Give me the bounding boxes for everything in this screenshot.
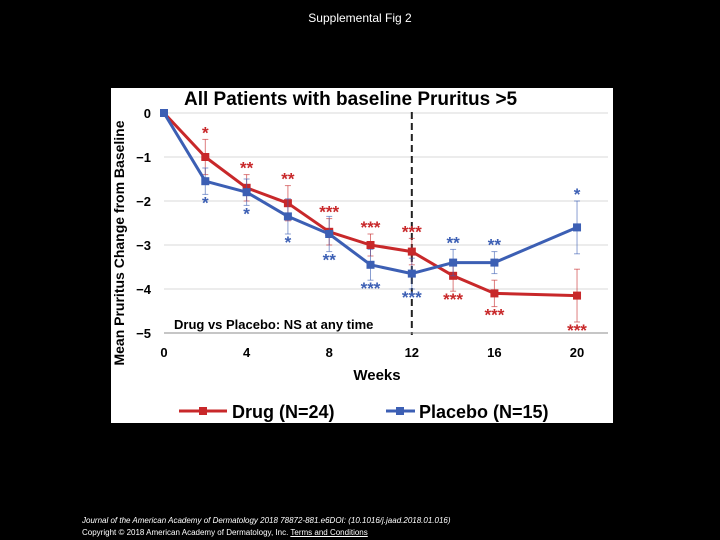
data-point (160, 109, 168, 117)
citation-text: Journal of the American Academy of Derma… (82, 516, 451, 525)
x-tick-label: 12 (405, 345, 419, 360)
y-tick-label: −5 (136, 326, 151, 341)
x-tick-label: 16 (487, 345, 501, 360)
data-point (366, 260, 375, 269)
series-placebo: ******** ***** *** (160, 109, 582, 307)
chart-title: All Patients with baseline Pruritus >5 (184, 89, 518, 110)
x-tick-label: 20 (570, 345, 584, 360)
data-point (449, 258, 458, 267)
legend-drug-label: Drug (N=24) (232, 402, 335, 422)
series-line (162, 111, 578, 298)
data-point (201, 153, 210, 161)
x-axis-label: Weeks (353, 367, 400, 384)
significance-label: *** (443, 290, 463, 309)
legend: Drug (N=24) Placebo (N=15) (179, 402, 549, 422)
significance-label: *** (402, 288, 422, 307)
slide-title: Supplemental Fig 2 (308, 11, 412, 25)
significance-label: ** (323, 251, 337, 270)
data-point (490, 258, 499, 267)
y-tick-label: −3 (136, 238, 151, 253)
data-point (325, 230, 334, 238)
significance-label: ** (240, 159, 254, 178)
legend-drug-marker (199, 407, 207, 415)
data-point (490, 289, 499, 298)
significance-label: *** (484, 306, 504, 325)
y-tick-label: −2 (136, 194, 151, 209)
copyright-text: Copyright © 2018 American Academy of Der… (82, 528, 289, 537)
series-drug: *********** ************ (160, 109, 587, 340)
significance-label: * (285, 233, 292, 252)
data-point (407, 269, 416, 278)
y-tick-label: −4 (136, 282, 152, 297)
x-tick-label: 4 (243, 345, 251, 360)
significance-label: ** (488, 236, 502, 255)
significance-label: * (202, 193, 209, 212)
y-tick-label: −1 (136, 150, 151, 165)
significance-label: *** (319, 203, 339, 222)
chart-panel: 0 −1 −2 −3 −4 −5 0 4 8 12 16 20 * ** ** *** *** *** *** **… (111, 88, 613, 423)
significance-label: *** (361, 279, 381, 298)
tick-labels: 0 −1 −2 −3 −4 −5 0 4 8 12 16 20 (136, 106, 584, 360)
significance-label: *** (361, 218, 381, 237)
significance-label: ** (446, 233, 460, 252)
data-point (573, 223, 582, 232)
series-line (162, 112, 578, 276)
pruritus-chart: 0−1−2−3−4−50 4 8 12 16 20 *********** ********… (111, 89, 608, 422)
copyright-line: Copyright © 2018 American Academy of Der… (82, 528, 368, 538)
x-tick-label: 0 (160, 345, 167, 360)
terms-link[interactable]: Terms and Conditions (290, 528, 368, 537)
grid-layer (164, 112, 608, 290)
legend-placebo-label: Placebo (N=15) (419, 402, 549, 422)
data-point (283, 212, 292, 221)
legend-placebo-marker (396, 407, 404, 415)
data-point (242, 188, 251, 197)
data-point (201, 177, 210, 186)
significance-note: Drug vs Placebo: NS at any time (174, 317, 373, 332)
significance-label: *** (402, 222, 422, 241)
significance-label: ** (281, 170, 295, 189)
x-tick-label: 8 (326, 345, 333, 360)
significance-label: * (243, 204, 250, 223)
data-point (366, 241, 375, 249)
series-layer: *********** ******************** ***** *** (160, 109, 587, 340)
y-tick-label: 0 (144, 106, 151, 121)
y-axis-label: Mean Pruritus Change from Baseline (111, 120, 127, 365)
significance-label: *** (567, 321, 587, 340)
data-point (407, 247, 416, 256)
significance-label: * (574, 185, 581, 204)
data-point (573, 291, 582, 300)
significance-label: * (202, 123, 209, 142)
